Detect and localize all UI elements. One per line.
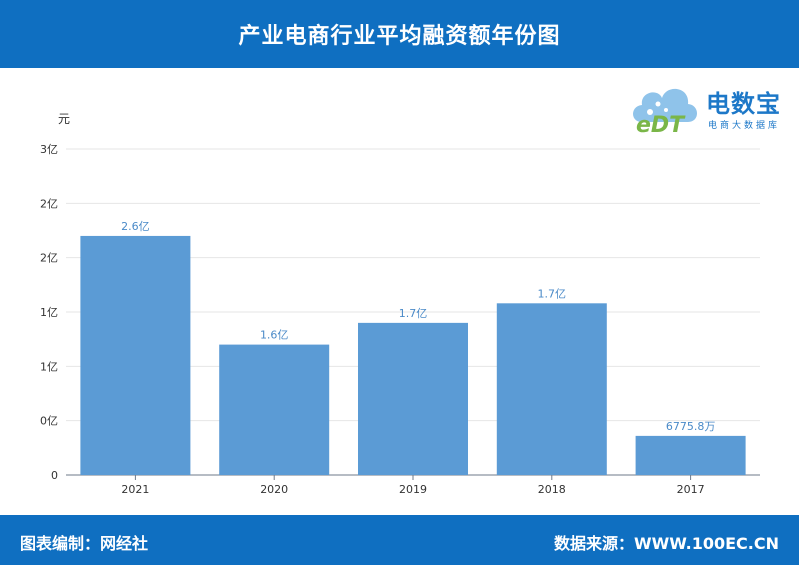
footer-source: 数据来源：WWW.100EC.CN bbox=[553, 534, 779, 553]
y-tick-label: 1亿 bbox=[40, 306, 58, 319]
bar bbox=[219, 344, 330, 475]
chart-footer: 图表编制：网经社 数据来源：WWW.100EC.CN bbox=[0, 515, 799, 565]
x-tick-label: 2019 bbox=[399, 483, 427, 496]
y-tick-label: 3亿 bbox=[40, 143, 58, 156]
data-label: 1.7亿 bbox=[538, 287, 567, 300]
y-tick-label: 0亿 bbox=[40, 415, 58, 428]
logo-name: 电数宝 bbox=[706, 90, 781, 118]
edt-logo: eDT 电数宝 电商大数据库 bbox=[628, 74, 793, 136]
bar-chart: 0 0亿 1亿 1亿 2亿 2亿 3亿 2.6亿 2021 1.6亿 2020 1.7亿 2019 1.7… bbox=[40, 143, 760, 496]
x-tick-label: 2020 bbox=[260, 483, 288, 496]
data-label: 6775.8万 bbox=[666, 420, 716, 433]
x-tick-label: 2017 bbox=[677, 483, 705, 496]
footer-credit: 图表编制：网经社 bbox=[20, 534, 149, 553]
bar bbox=[496, 303, 607, 475]
x-tick-label: 2018 bbox=[538, 483, 566, 496]
bar bbox=[80, 235, 191, 475]
data-label: 1.7亿 bbox=[399, 307, 428, 320]
data-label: 1.6亿 bbox=[260, 329, 289, 342]
logo-mark-text: eDT bbox=[636, 113, 686, 136]
x-tick-label: 2021 bbox=[121, 483, 149, 496]
y-tick-label: 2亿 bbox=[40, 197, 58, 210]
chart-header: 产业电商行业平均融资额年份图 bbox=[0, 0, 799, 68]
bar bbox=[358, 322, 468, 475]
y-axis-unit-label: 元 bbox=[58, 112, 71, 126]
bar bbox=[635, 435, 746, 475]
chart-title: 产业电商行业平均融资额年份图 bbox=[238, 24, 561, 49]
y-tick-label: 0 bbox=[51, 469, 58, 482]
logo-subtitle: 电商大数据库 bbox=[708, 121, 781, 131]
y-tick-label: 2亿 bbox=[40, 252, 58, 265]
data-label: 2.6亿 bbox=[121, 220, 150, 233]
y-tick-label: 1亿 bbox=[40, 360, 58, 373]
cloud-logo-icon: eDT bbox=[633, 88, 697, 136]
